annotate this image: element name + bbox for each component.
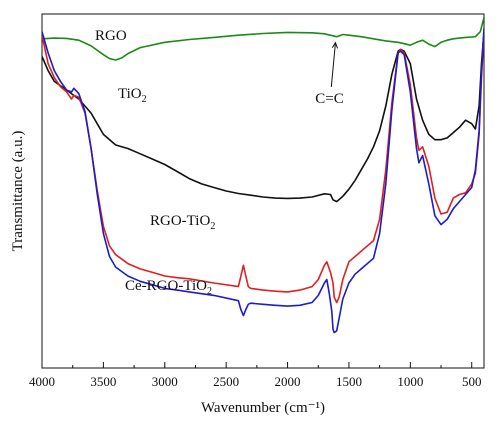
series-line-rgo-tio2 [42, 31, 484, 304]
series-line-ce-rgo-tio2 [42, 28, 484, 334]
y-axis-label: Transmittance (a.u.) [10, 131, 26, 252]
plot-frame [41, 13, 485, 369]
x-tick-label: 3500 [90, 374, 116, 389]
x-axis-label: Wavenumber (cm⁻¹) [201, 400, 325, 416]
series-label-rgo: RGO [95, 28, 127, 44]
x-tick-label: 3000 [152, 374, 178, 389]
x-tick-label: 2000 [275, 374, 301, 389]
annotation-arrow-head [331, 41, 339, 49]
series-line-rgo [42, 17, 484, 61]
series-label-rgo-tio2: RGO-TiO2 [150, 213, 215, 232]
x-tick-label: 500 [462, 374, 482, 389]
x-tick-label: 2500 [213, 374, 239, 389]
x-tick-label: 1500 [336, 374, 362, 389]
x-tick-label: 4000 [29, 374, 55, 389]
x-tick-label: 1000 [397, 374, 423, 389]
series-label-tio2: TiO2 [118, 86, 147, 105]
series-layer [42, 17, 484, 334]
annotation-label: C=C [315, 91, 343, 107]
series-line-tio2 [42, 31, 484, 203]
label-layer: RGO TiO2 RGO-TiO2 Ce-RGO-TiO2 C=C [95, 28, 344, 297]
annotation-arrow-line [330, 42, 336, 88]
series-label-ce-rgo-tio2: Ce-RGO-TiO2 [125, 278, 212, 297]
axes: 4000 3500 3000 2500 2000 1500 1000 500 Wavenumbe… [10, 13, 485, 416]
